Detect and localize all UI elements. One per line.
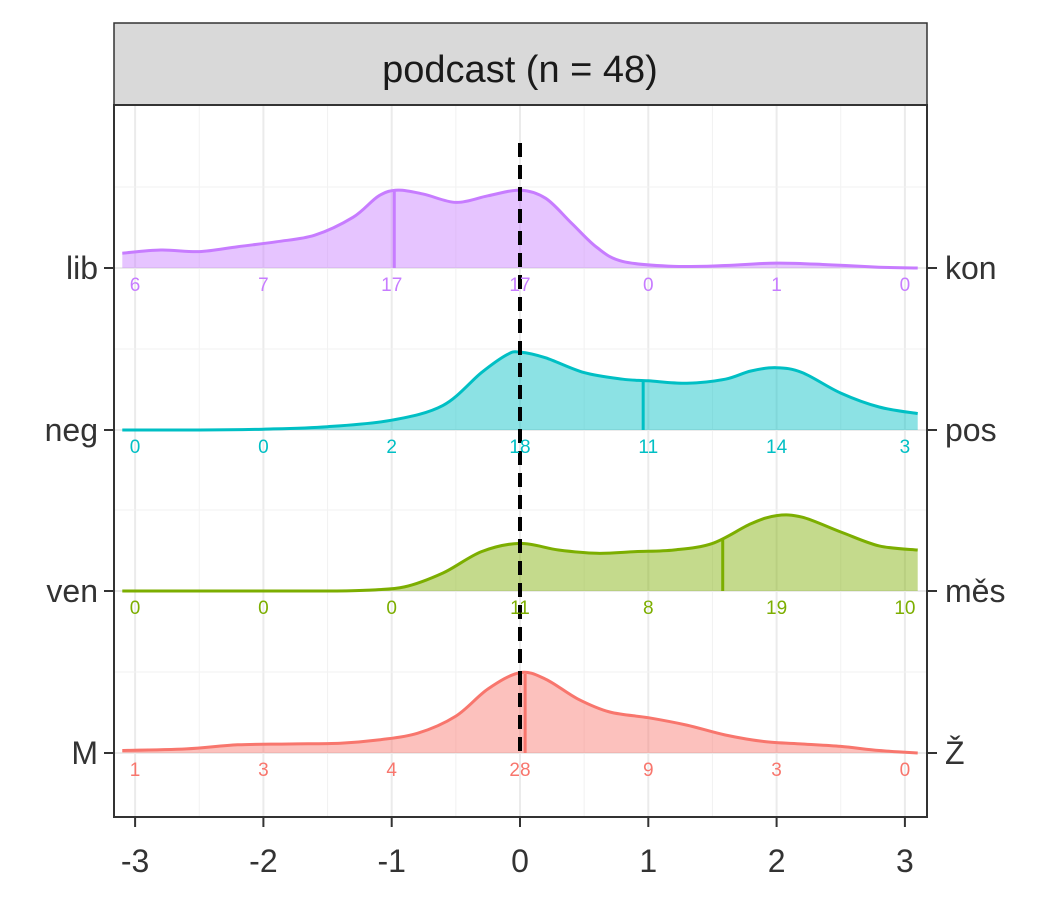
count-label: 4 bbox=[386, 760, 397, 781]
x-tick-label: 2 bbox=[768, 843, 786, 879]
count-label: 0 bbox=[900, 760, 911, 781]
count-label: 18 bbox=[509, 437, 530, 458]
left-category-label: lib bbox=[66, 250, 98, 286]
x-tick-label: 3 bbox=[896, 843, 914, 879]
facet-strip: podcast (n = 48) bbox=[113, 22, 928, 106]
count-label: 11 bbox=[638, 437, 658, 458]
right-category-label: měs bbox=[945, 573, 1005, 609]
count-label: 8 bbox=[643, 598, 654, 619]
count-label: 17 bbox=[509, 275, 530, 296]
count-label: 3 bbox=[258, 760, 269, 781]
density-line bbox=[122, 670, 918, 755]
x-tick-label: -2 bbox=[249, 843, 277, 879]
axes: -3 -2 -1 0 1 2 3 lib kon neg pos ven měs M Ž bbox=[45, 104, 1005, 879]
x-tick-label: 0 bbox=[511, 843, 529, 879]
x-tick-label: -1 bbox=[377, 843, 405, 879]
left-category-label: ven bbox=[46, 573, 98, 609]
count-label: 1 bbox=[771, 275, 782, 296]
count-label: 0 bbox=[258, 598, 269, 619]
left-category-label: M bbox=[71, 735, 98, 771]
ridge-lib bbox=[122, 188, 918, 270]
x-tick-label: 1 bbox=[639, 843, 657, 879]
count-label: 3 bbox=[771, 760, 782, 781]
x-tick-label: -3 bbox=[121, 843, 149, 879]
density-line bbox=[122, 513, 918, 593]
count-label: 1 bbox=[130, 760, 141, 781]
count-label: 10 bbox=[894, 598, 915, 619]
count-label: 0 bbox=[258, 437, 269, 458]
right-category-label: pos bbox=[945, 412, 997, 448]
density-area bbox=[122, 672, 918, 753]
count-label: 11 bbox=[510, 598, 530, 619]
count-label: 28 bbox=[509, 760, 530, 781]
left-category-label: neg bbox=[45, 412, 98, 448]
right-category-label: Ž bbox=[945, 735, 965, 771]
count-label: 9 bbox=[643, 760, 654, 781]
count-label: 0 bbox=[386, 598, 397, 619]
count-label: 0 bbox=[643, 275, 654, 296]
ridge-M bbox=[122, 670, 918, 755]
density-line bbox=[122, 188, 918, 270]
count-label: 3 bbox=[900, 437, 911, 458]
count-label: 17 bbox=[381, 275, 402, 296]
facet-title: podcast (n = 48) bbox=[382, 49, 658, 91]
count-label: 2 bbox=[386, 437, 397, 458]
right-category-label: kon bbox=[945, 250, 997, 286]
count-label: 0 bbox=[900, 275, 911, 296]
count-label: 14 bbox=[766, 437, 788, 458]
density-line bbox=[122, 350, 918, 432]
count-labels: 6 7 17 17 0 1 00 0 2 18 11 14 30 0 0 11 8 19 101 3 4 28 9 3 0 bbox=[130, 275, 916, 781]
count-label: 19 bbox=[766, 598, 787, 619]
density-area bbox=[122, 190, 918, 268]
facet-strip-background bbox=[113, 22, 928, 106]
count-label: 7 bbox=[258, 275, 269, 296]
count-label: 6 bbox=[130, 275, 141, 296]
count-label: 0 bbox=[130, 598, 141, 619]
count-label: 0 bbox=[130, 437, 141, 458]
